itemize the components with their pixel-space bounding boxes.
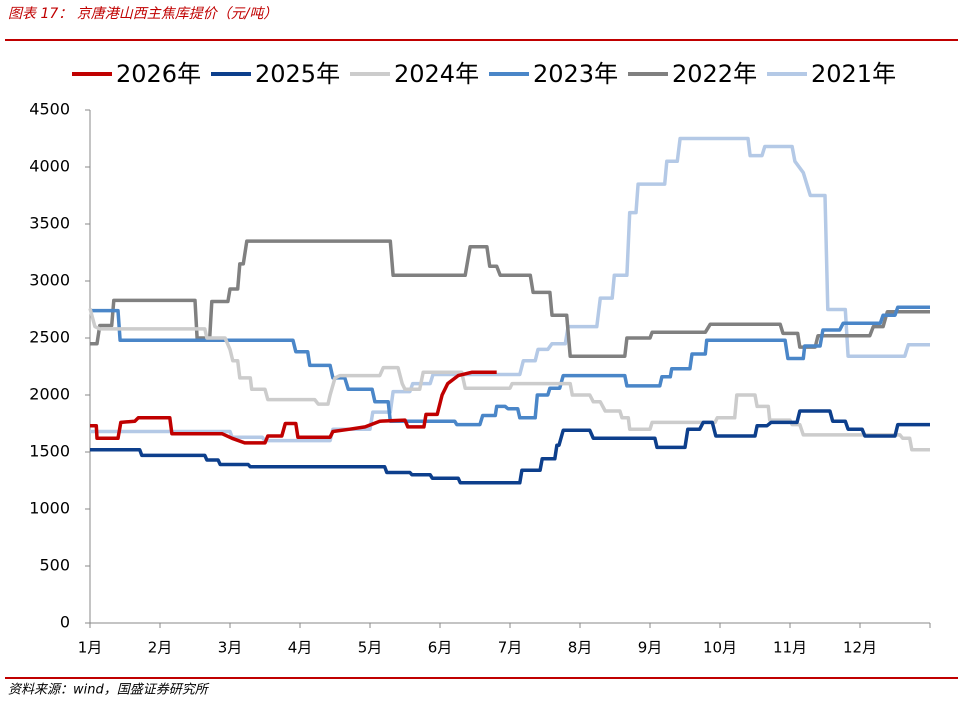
- x-tick-label: 2月: [148, 639, 173, 657]
- x-tick-label: 11月: [773, 639, 807, 657]
- y-tick-label: 1000: [29, 499, 70, 518]
- legend-label: 2025年: [255, 60, 340, 88]
- y-tick-label: 1500: [29, 442, 70, 461]
- y-tick-label: 3000: [29, 271, 70, 290]
- y-tick-label: 4000: [29, 157, 70, 176]
- y-tick-label: 2500: [29, 328, 70, 347]
- series-line: [90, 370, 497, 445]
- source-note: 资料来源：wind，国盛证券研究所: [8, 682, 210, 698]
- x-tick-label: 8月: [568, 639, 593, 657]
- legend-label: 2026年: [116, 60, 201, 88]
- x-tick-label: 12月: [843, 639, 877, 657]
- y-tick-label: 4500: [29, 100, 70, 119]
- x-tick-label: 9月: [638, 639, 663, 657]
- y-tick-label: 0: [60, 613, 70, 632]
- series-line: [90, 305, 930, 427]
- series-line: [90, 136, 930, 443]
- x-tick-label: 3月: [218, 639, 243, 657]
- legend-label: 2021年: [811, 60, 896, 88]
- legend-label: 2024年: [394, 60, 479, 88]
- series-line: [90, 239, 930, 358]
- legend-label: 2023年: [533, 60, 618, 88]
- legend-label: 2022年: [672, 60, 757, 88]
- series-line: [88, 307, 930, 452]
- series-line: [90, 409, 930, 485]
- x-tick-label: 5月: [358, 639, 383, 657]
- x-tick-label: 1月: [78, 639, 103, 657]
- x-tick-label: 10月: [703, 639, 737, 657]
- y-tick-label: 500: [39, 556, 70, 575]
- y-tick-label: 3500: [29, 214, 70, 233]
- x-tick-label: 6月: [428, 639, 453, 657]
- y-tick-label: 2000: [29, 385, 70, 404]
- x-tick-label: 4月: [288, 639, 313, 657]
- chart-title: 图表 17： 京唐港山西主焦库提价（元/吨）: [8, 6, 277, 22]
- x-tick-label: 7月: [498, 639, 523, 657]
